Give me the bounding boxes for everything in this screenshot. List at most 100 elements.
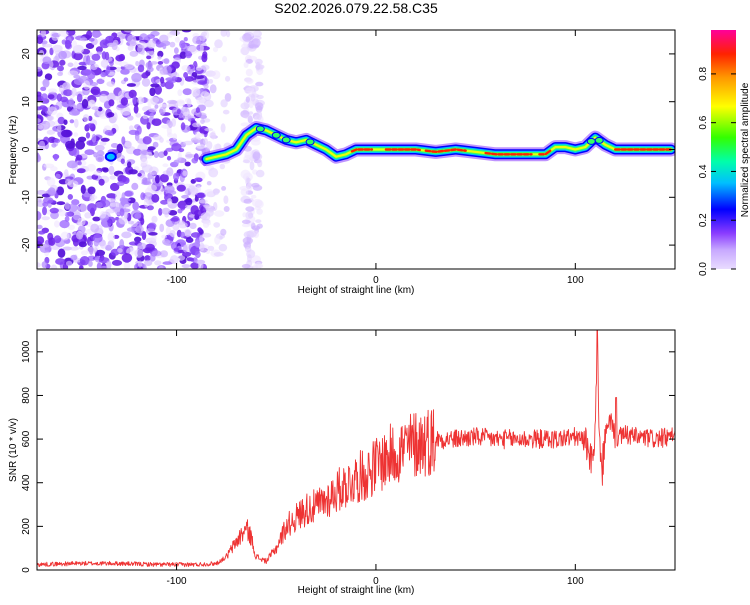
spectrogram-noise-speck bbox=[199, 34, 205, 42]
spectrogram-noise-speck bbox=[206, 250, 211, 254]
spectrogram-noise-speck bbox=[186, 237, 194, 243]
spectrogram-noise-speck bbox=[242, 264, 251, 268]
spectrogram-noise-speck bbox=[89, 38, 95, 42]
spectrogram-noise-speck bbox=[80, 38, 88, 42]
snr-y-tick-label: 800 bbox=[21, 387, 32, 404]
spectrogram-noise-speck bbox=[107, 112, 115, 117]
spectrogram-noise-speck bbox=[138, 65, 144, 73]
spectrogram-noise-speck bbox=[147, 40, 156, 49]
snr-y-tick-label: 600 bbox=[21, 430, 32, 447]
spectrogram-noise-speck bbox=[42, 44, 52, 48]
spectrogram-noise-speck bbox=[89, 100, 96, 108]
spectrogram-noise-speck bbox=[127, 161, 131, 167]
spectrogram-noise-speck bbox=[117, 248, 123, 253]
spectrogram-noise-speck bbox=[87, 123, 94, 128]
colorbar-gradient bbox=[711, 30, 736, 269]
spectrogram-noise-speck bbox=[99, 179, 105, 186]
spectrogram-noise-speck bbox=[183, 112, 189, 116]
spectrogram-noise-speck bbox=[199, 235, 204, 243]
spectrogram-noise-speck bbox=[90, 89, 99, 94]
spectrogram-noise-speck bbox=[195, 132, 200, 139]
spectrogram-noise-speck bbox=[244, 62, 249, 68]
spectrogram-noise-speck bbox=[140, 217, 144, 225]
spectrogram-noise-speck bbox=[122, 253, 133, 263]
spectrogram-noise-speck bbox=[189, 223, 196, 229]
spectrogram-noise-speck bbox=[81, 185, 86, 194]
spectrogram-noise-speck bbox=[223, 195, 228, 204]
spectrogram-noise-speck bbox=[76, 155, 82, 161]
spectrogram-noise-speck bbox=[162, 208, 171, 215]
spectrogram-noise-speck bbox=[47, 106, 58, 115]
spectrogram-noise-speck bbox=[85, 60, 96, 65]
spectrogram-noise-speck bbox=[197, 227, 202, 232]
spectrogram-noise-speck bbox=[206, 221, 211, 225]
spectrogram-noise-speck bbox=[78, 137, 86, 142]
spectrogram-noise-speck bbox=[183, 141, 193, 146]
spectrogram-ridge-blob bbox=[256, 126, 264, 132]
spectrogram-noise-speck bbox=[167, 156, 171, 161]
spectrogram-noise-speck bbox=[131, 73, 142, 82]
spectrogram-noise-speck bbox=[137, 173, 141, 177]
spectrogram-noise-speck bbox=[168, 121, 173, 128]
spectrogram-noise-speck bbox=[57, 124, 61, 132]
spectrogram-ridge-blob bbox=[306, 139, 314, 145]
spectrogram-noise-speck bbox=[134, 249, 143, 258]
spectrogram-noise-speck bbox=[180, 232, 185, 239]
spectrogram-noise-speck bbox=[158, 61, 163, 65]
spectrogram-noise-speck bbox=[201, 65, 210, 71]
spectrogram-noise-speck bbox=[196, 144, 206, 149]
spectrogram-noise-speck bbox=[144, 198, 149, 207]
spectrogram-noise-speck bbox=[219, 244, 228, 252]
spectrogram-noise-speck bbox=[220, 164, 226, 170]
spectrogram-noise-speck bbox=[125, 141, 133, 147]
spectrogram-noise-speck bbox=[257, 224, 263, 229]
spectrogram-noise-speck bbox=[214, 210, 224, 217]
spectrogram-noise-speck bbox=[251, 183, 259, 188]
snr-y-tick-label: 1000 bbox=[21, 340, 32, 363]
spectrogram-noise-speck bbox=[149, 88, 155, 97]
spectrogram-noise-speck bbox=[52, 45, 62, 52]
spectrogram-noise-speck bbox=[115, 190, 121, 200]
spectrogram-noise-speck bbox=[127, 227, 137, 232]
spectrogram-noise-speck bbox=[112, 260, 122, 266]
spectrogram-ridge-peak bbox=[439, 151, 443, 152]
spectrogram-noise-speck bbox=[47, 115, 55, 120]
spectrogram-noise-speck bbox=[177, 157, 186, 163]
colorbar-tick-label: 0.4 bbox=[698, 164, 709, 178]
spectrogram-noise-speck bbox=[124, 77, 129, 81]
spectrogram-x-tick-label: -100 bbox=[167, 275, 187, 286]
spectrogram-noise-speck bbox=[170, 255, 179, 264]
spectrogram-noise-speck bbox=[114, 96, 120, 101]
spectrogram-noise-speck bbox=[158, 208, 162, 216]
spectrogram-noise-speck bbox=[51, 143, 56, 148]
spectrogram-noise-speck bbox=[64, 169, 68, 176]
spectrogram-noise-speck bbox=[56, 201, 65, 205]
spectrogram-noise-speck bbox=[247, 254, 252, 262]
spectrogram-noise-speck bbox=[223, 110, 230, 115]
spectrogram-noise-speck bbox=[164, 185, 175, 193]
spectrogram-noise-speck bbox=[77, 218, 85, 226]
spectrogram-noise-speck bbox=[194, 178, 203, 182]
spectrogram-noise-speck bbox=[151, 216, 157, 223]
spectrogram-noise-speck bbox=[54, 220, 60, 227]
spectrogram-noise-speck bbox=[109, 166, 115, 175]
spectrogram-noise-speck bbox=[57, 72, 63, 76]
spectrogram-noise-speck bbox=[61, 130, 72, 138]
spectrogram-noise-speck bbox=[166, 167, 173, 176]
spectrogram-noise-speck bbox=[47, 130, 55, 135]
spectrogram-noise-speck bbox=[68, 180, 79, 187]
spectrogram-noise-speck bbox=[129, 90, 137, 98]
spectrogram-noise-speck bbox=[58, 31, 69, 37]
spectrogram-noise-speck bbox=[181, 122, 186, 130]
spectrogram-noise-speck bbox=[149, 166, 159, 175]
spectrogram-noise-speck bbox=[195, 251, 201, 258]
spectrogram-noise-speck bbox=[255, 102, 264, 110]
spectrogram-noise-speck bbox=[213, 222, 220, 228]
spectrogram-noise-speck bbox=[150, 83, 159, 87]
spectrogram-noise-speck bbox=[220, 99, 227, 107]
spectrogram-y-tick-label: 20 bbox=[21, 48, 32, 60]
spectrogram-noise-speck bbox=[35, 262, 41, 267]
spectrogram-noise-speck bbox=[162, 43, 166, 49]
spectrogram-noise-speck bbox=[170, 218, 178, 222]
